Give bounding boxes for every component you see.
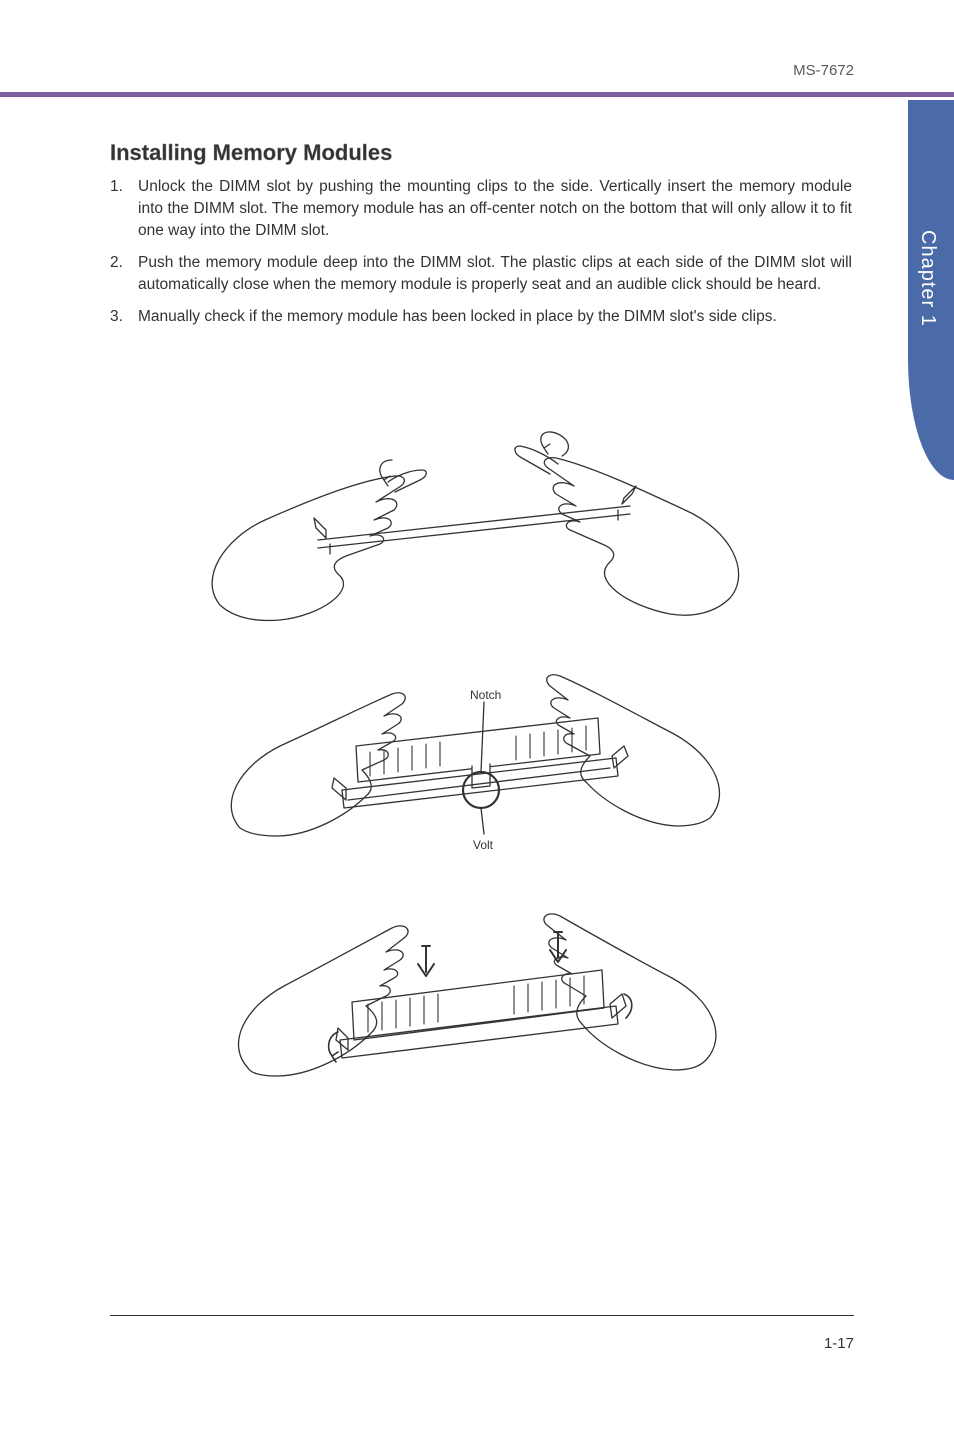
accent-bar bbox=[0, 92, 954, 97]
volt-label: Volt bbox=[473, 838, 493, 852]
diagram-area: Notch Volt bbox=[170, 420, 770, 1120]
step-item: Unlock the DIMM slot by pushing the moun… bbox=[110, 176, 852, 242]
step-item: Manually check if the memory module has … bbox=[110, 306, 852, 328]
steps-list: Unlock the DIMM slot by pushing the moun… bbox=[110, 176, 852, 328]
chapter-tab-label: Chapter 1 bbox=[916, 230, 939, 327]
installation-diagram bbox=[170, 420, 770, 1120]
page-root: MS-7672 Chapter 1 Installing Memory Modu… bbox=[0, 0, 954, 1432]
footer-rule bbox=[110, 1315, 854, 1316]
chapter-tab: Chapter 1 bbox=[908, 100, 954, 480]
section-title: Installing Memory Modules bbox=[110, 140, 852, 166]
page-number: 1-17 bbox=[824, 1335, 854, 1352]
content-area: Installing Memory Modules Unlock the DIM… bbox=[110, 140, 852, 338]
notch-label: Notch bbox=[470, 688, 501, 702]
diagram-step-1 bbox=[212, 432, 738, 621]
header-model: MS-7672 bbox=[793, 62, 854, 79]
diagram-step-3 bbox=[239, 914, 716, 1076]
step-item: Push the memory module deep into the DIM… bbox=[110, 252, 852, 296]
